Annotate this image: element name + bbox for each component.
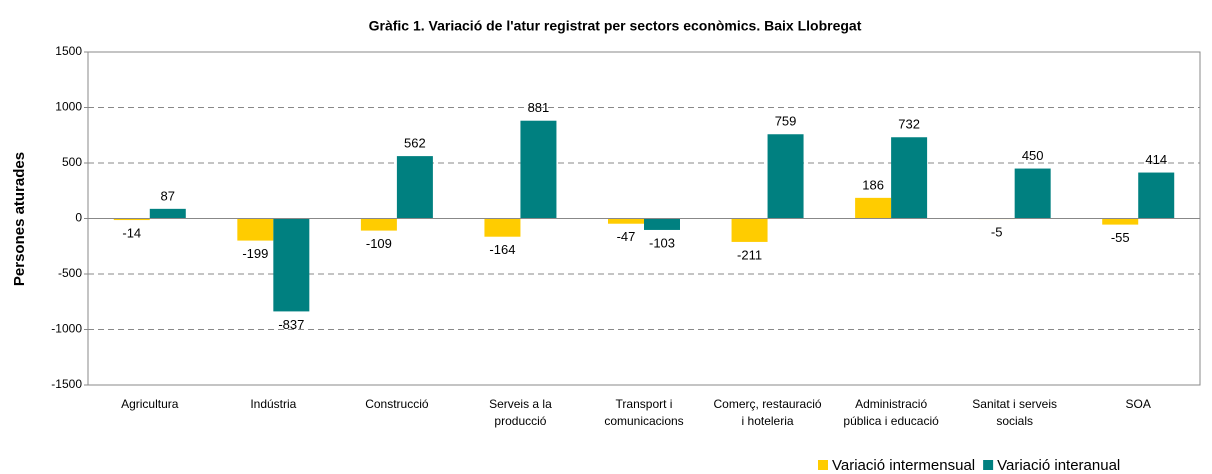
value-label: -5 [991,224,1003,239]
x-tick-label: Agricultura [121,397,179,411]
bar [237,218,274,241]
legend-swatch [818,460,828,470]
value-label: 732 [898,117,920,132]
bar [484,218,521,237]
y-tick-label: 1500 [55,44,82,58]
legend-swatch [983,460,994,470]
x-tick-label: Indústria [250,397,297,411]
bar [273,218,310,312]
value-label: -47 [617,229,636,244]
y-tick-label: -500 [58,266,82,280]
bar [149,208,186,219]
value-label: -199 [242,246,268,261]
bar [1102,218,1139,225]
value-label: -103 [649,235,675,250]
value-label: -109 [366,236,392,251]
y-tick-label: -1000 [51,322,82,336]
y-tick-label: 500 [62,155,82,169]
chart-title: Gràfic 1. Variació de l'atur registrat p… [369,18,862,34]
value-label: 414 [1145,152,1167,167]
bar [520,120,557,219]
y-tick-label: 1000 [55,100,82,114]
y-tick-label: 0 [75,211,82,225]
x-tick-label: SOA [1125,397,1151,411]
value-label: 759 [775,114,797,129]
value-label: -211 [737,247,762,262]
x-tick-label: Administració pública i educació [843,397,939,428]
value-label: 87 [161,188,175,203]
bar [891,137,928,219]
legend-label: Variació intermensual [832,457,975,474]
x-tick-label: Construcció [365,397,429,411]
y-tick-label: -1500 [51,377,82,391]
value-label: 881 [528,100,550,115]
value-label: 562 [404,136,426,151]
bar [608,218,644,224]
x-tick-label: Comerç, restauració i hoteleria [713,397,822,428]
bar [855,197,892,219]
bar [644,218,680,230]
bar [1138,172,1175,219]
legend-label: Variació interanual [997,457,1120,474]
x-tick-label: Serveis a la producció [489,397,552,428]
x-tick-label: Transport i comunicacions [604,397,684,428]
x-tick-label: Sanitat i serveis socials [972,397,1057,428]
bar [396,156,433,219]
bar [113,218,150,221]
bar [767,134,804,219]
value-label: -164 [489,242,515,257]
value-label: 186 [862,177,884,192]
bar [360,218,397,231]
value-label: -55 [1111,230,1130,245]
y-axis-title: Persones aturades [11,152,28,286]
bar [1014,168,1051,219]
value-label: -14 [122,225,141,240]
value-label: -837 [278,317,304,332]
bar [731,218,768,242]
value-label: 450 [1022,148,1044,163]
